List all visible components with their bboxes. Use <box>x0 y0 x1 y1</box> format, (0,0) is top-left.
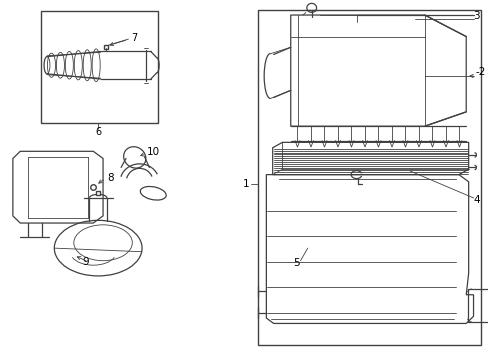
Bar <box>41 12 157 123</box>
Bar <box>258 10 480 345</box>
Text: 6: 6 <box>95 127 101 136</box>
Text: 4: 4 <box>472 195 479 205</box>
Text: 8: 8 <box>107 173 113 183</box>
Text: 9: 9 <box>82 257 89 267</box>
Text: 5: 5 <box>293 258 299 268</box>
Text: 1: 1 <box>242 179 249 189</box>
Text: 3: 3 <box>472 11 479 21</box>
Text: -2: -2 <box>474 67 485 77</box>
Bar <box>467 289 488 321</box>
Text: 10: 10 <box>146 147 160 157</box>
Text: 7: 7 <box>131 33 137 42</box>
